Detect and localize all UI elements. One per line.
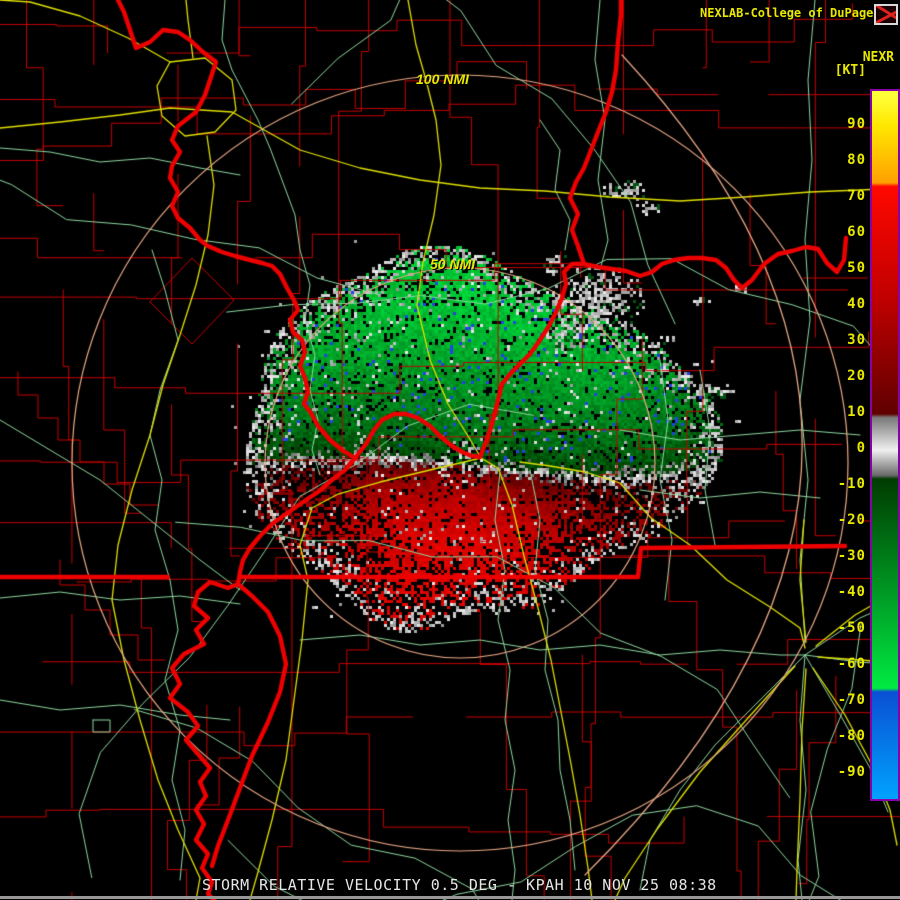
product-title-bar: STORM RELATIVE VELOCITY 0.5 DEG - KPAH 1… xyxy=(202,876,717,894)
colorbar-tick--90: -90 xyxy=(837,764,866,780)
colorbar-tick--80: -80 xyxy=(837,728,866,744)
colorbar-tick-30: 30 xyxy=(847,332,866,348)
colorbar-tick-80: 80 xyxy=(847,152,866,168)
colorbar-tick-0: 0 xyxy=(856,440,866,456)
colorbar-tick--10: -10 xyxy=(837,476,866,492)
colorbar-tick-70: 70 xyxy=(847,188,866,204)
colorbar-tick-90: 90 xyxy=(847,116,866,132)
colorbar-tick--20: -20 xyxy=(837,512,866,528)
colorbar-tick-20: 20 xyxy=(847,368,866,384)
colorbar-tick--60: -60 xyxy=(837,656,866,672)
bottom-divider xyxy=(0,896,900,899)
colorbar-tick--30: -30 xyxy=(837,548,866,564)
college-of-dupage-logo-icon xyxy=(874,4,898,25)
colorbar-tick-50: 50 xyxy=(847,260,866,276)
colorbar-tick-10: 10 xyxy=(847,404,866,420)
velocity-colorbar xyxy=(870,89,900,801)
range-ring-label-50nmi: 50 NMI xyxy=(430,256,476,272)
colorbar-units-label: [KT] xyxy=(834,63,866,78)
colorbar-tick--70: -70 xyxy=(837,692,866,708)
colorbar-tick--40: -40 xyxy=(837,584,866,600)
range-ring-label-100nmi: 100 NMI xyxy=(416,71,469,87)
app-title: NEXLAB-College of DuPage xyxy=(700,6,874,20)
colorbar-tick-40: 40 xyxy=(847,296,866,312)
colorbar-product-label: NEXR xyxy=(862,50,894,65)
colorbar-tick-60: 60 xyxy=(847,224,866,240)
colorbar-tick--50: -50 xyxy=(837,620,866,636)
